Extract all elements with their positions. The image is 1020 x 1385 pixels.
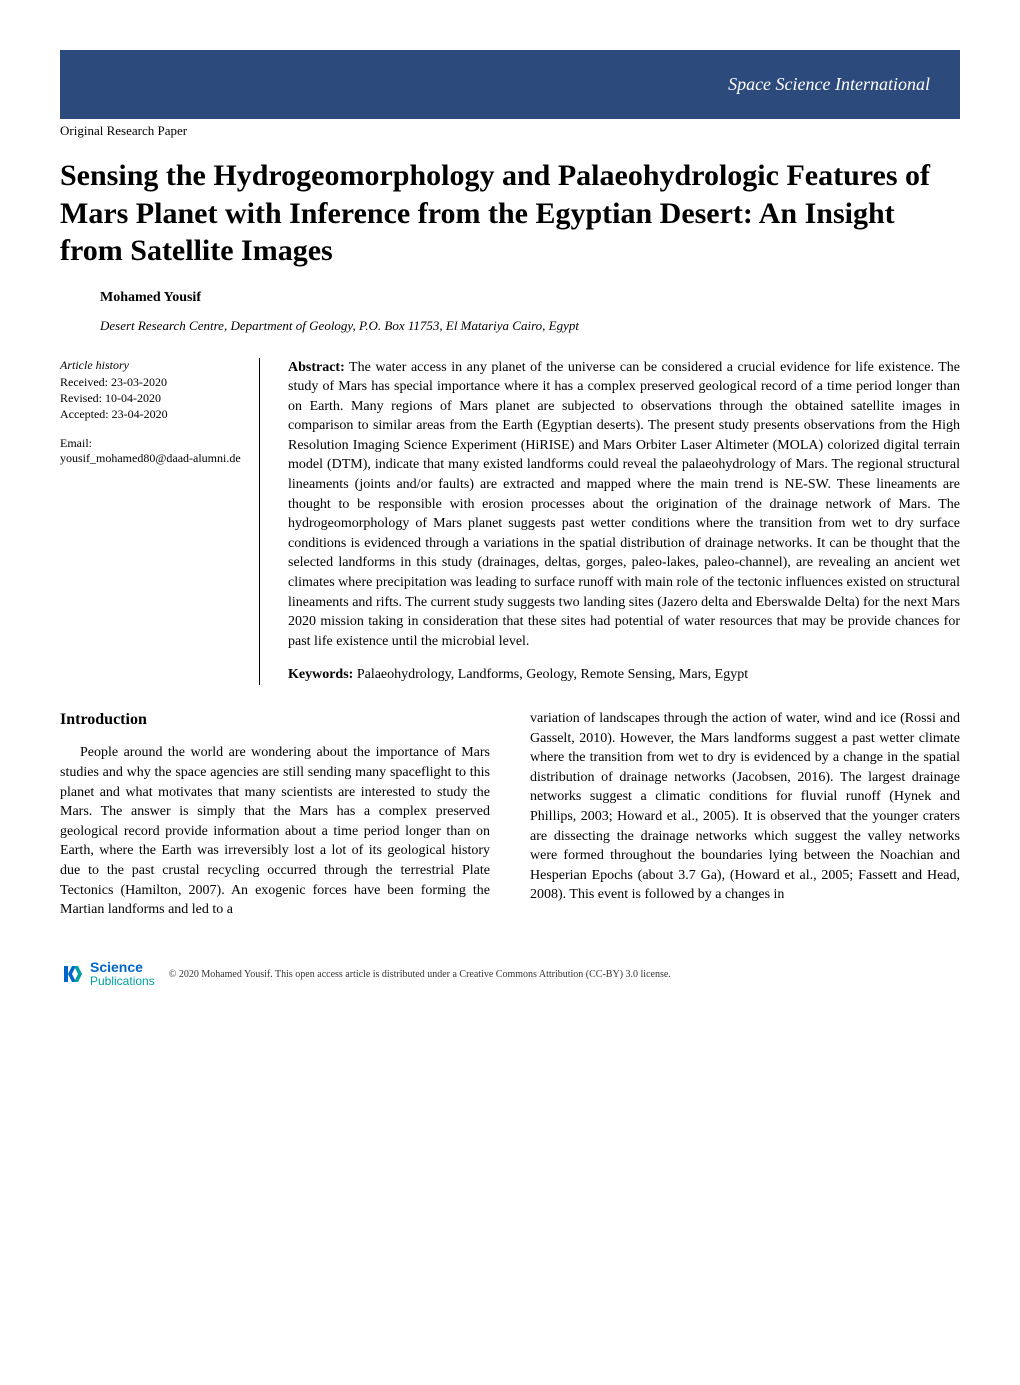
paper-type: Original Research Paper (60, 123, 960, 139)
page-container: Space Science International Original Res… (0, 0, 1020, 1018)
history-received: Received: 23-03-2020 (60, 375, 243, 390)
copyright-text: © 2020 Mohamed Yousif. This open access … (169, 969, 671, 980)
intro-text-right: variation of landscapes through the acti… (530, 709, 960, 905)
journal-banner: Space Science International (60, 50, 960, 119)
publisher-logo: Science Publications (60, 960, 155, 989)
abstract-text: The water access in any planet of the un… (288, 360, 960, 649)
journal-name: Space Science International (728, 74, 930, 94)
author-name: Mohamed Yousif (100, 290, 960, 306)
intro-text-left: People around the world are wondering ab… (60, 743, 490, 919)
keywords-block: Keywords: Palaeohydrology, Landforms, Ge… (288, 665, 960, 685)
email-label: Email: (60, 436, 243, 451)
intro-column-left: Introduction People around the world are… (60, 709, 490, 920)
publisher-logo-text: Science Publications (90, 960, 155, 989)
abstract-column: Abstract: The water access in any planet… (284, 358, 960, 686)
intro-section: Introduction People around the world are… (60, 709, 960, 920)
email-address: yousif_mohamed80@daad-alumni.de (60, 451, 243, 466)
footer: Science Publications © 2020 Mohamed Yous… (60, 960, 960, 989)
meta-abstract-row: Article history Received: 23-03-2020 Rev… (60, 358, 960, 686)
keywords-label: Keywords: (288, 667, 353, 682)
history-label: Article history (60, 358, 243, 373)
paper-title: Sensing the Hydrogeomorphology and Palae… (60, 157, 960, 270)
meta-column: Article history Received: 23-03-2020 Rev… (60, 358, 260, 686)
intro-column-right: variation of landscapes through the acti… (530, 709, 960, 920)
keywords-text: Palaeohydrology, Landforms, Geology, Rem… (353, 667, 748, 682)
publisher-logo-icon (60, 962, 84, 986)
author-affiliation: Desert Research Centre, Department of Ge… (100, 318, 960, 334)
abstract-block: Abstract: The water access in any planet… (288, 358, 960, 652)
logo-science-text: Science (90, 960, 155, 975)
abstract-label: Abstract: (288, 360, 345, 375)
history-revised: Revised: 10-04-2020 (60, 391, 243, 406)
logo-publications-text: Publications (90, 975, 155, 988)
intro-heading: Introduction (60, 709, 490, 731)
history-accepted: Accepted: 23-04-2020 (60, 407, 243, 422)
